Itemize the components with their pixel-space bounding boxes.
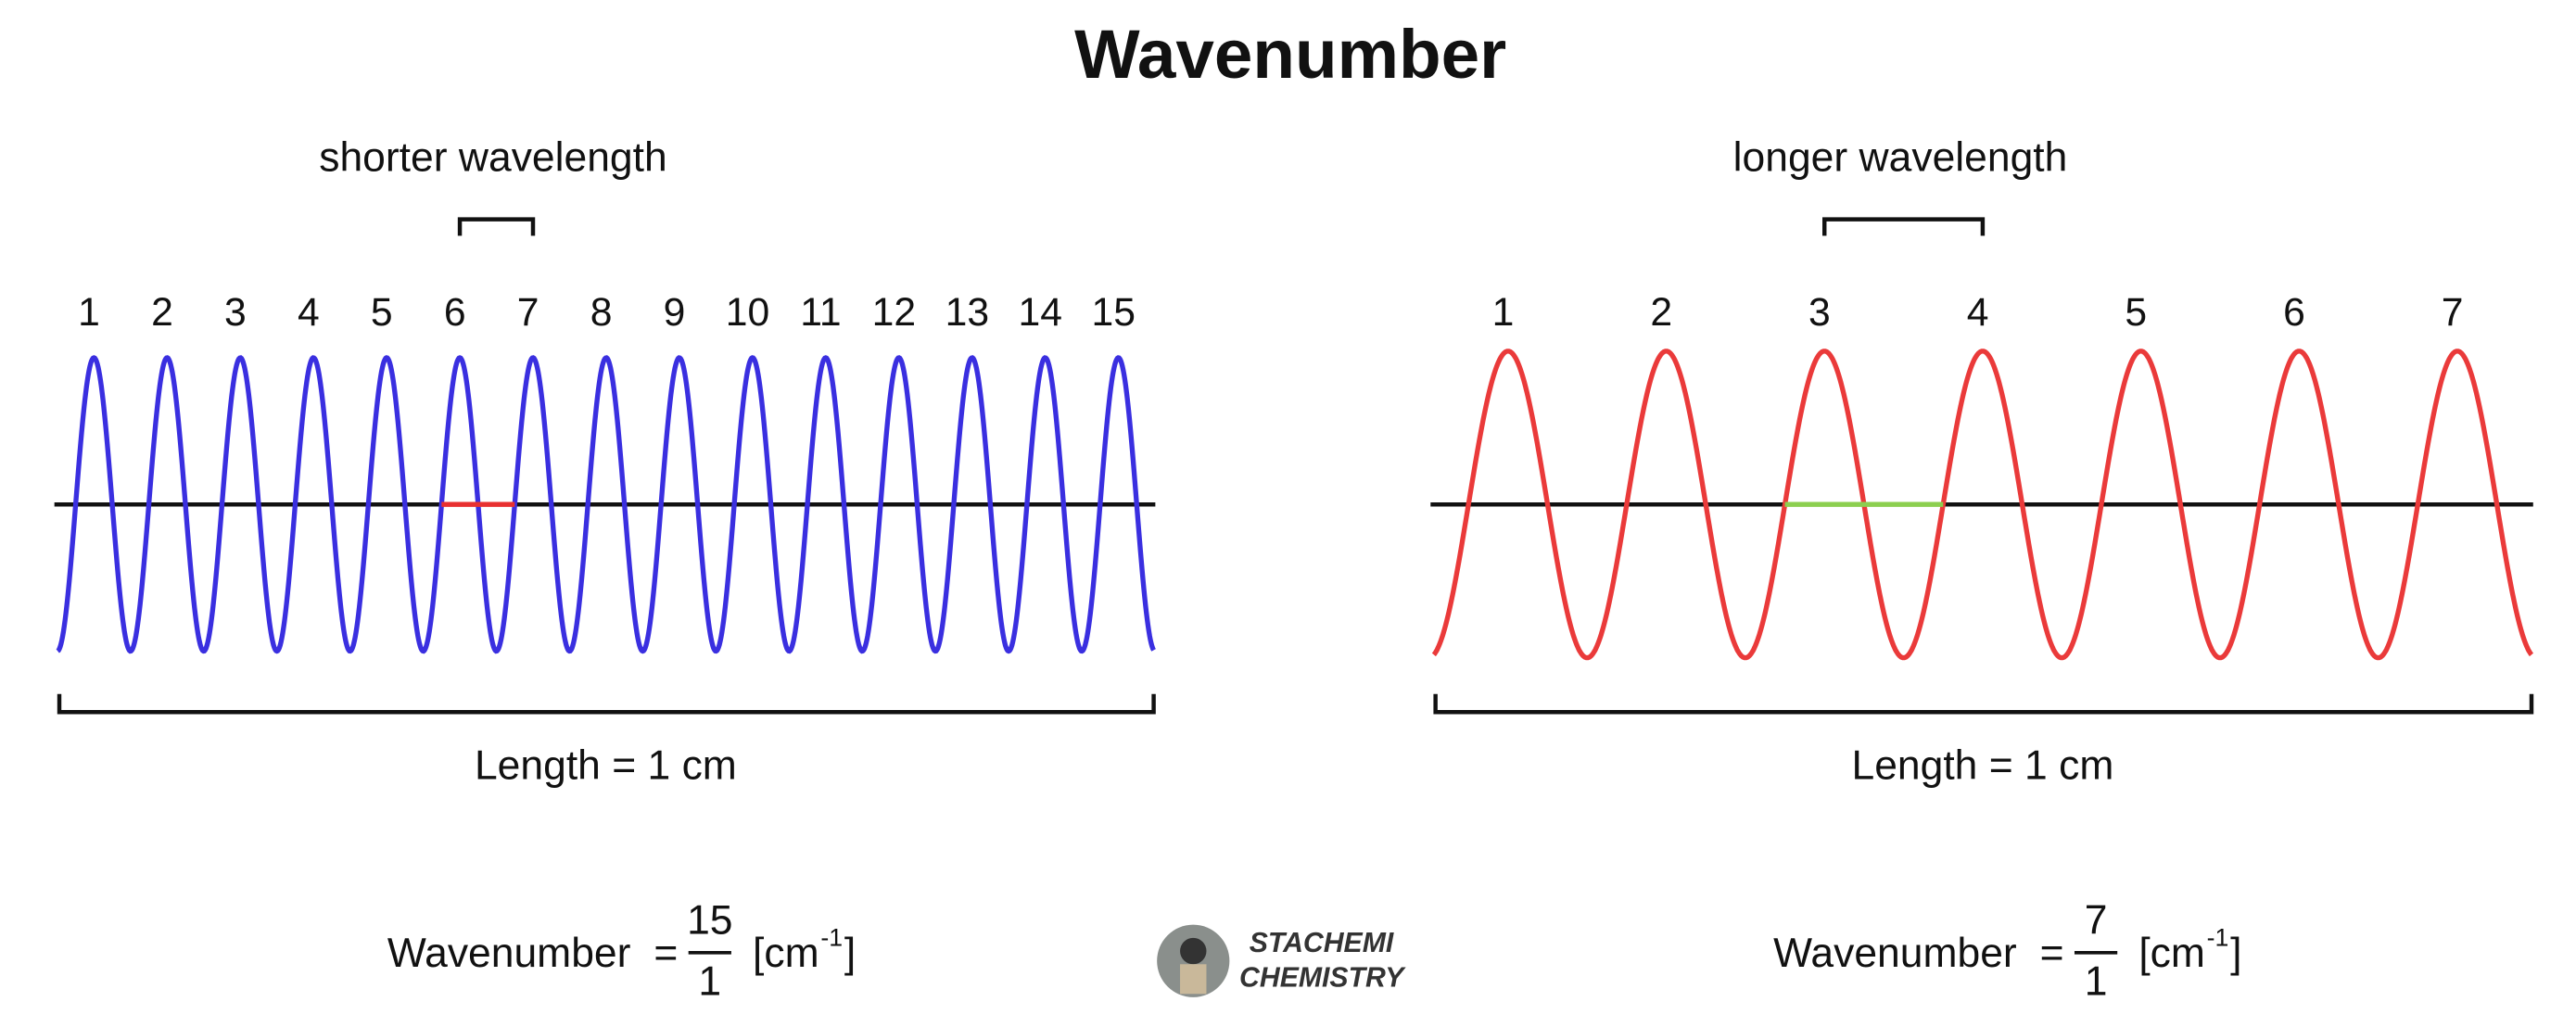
formula-equals: = <box>654 931 678 976</box>
title: Wavenumber <box>1074 15 1506 93</box>
peak-label: 5 <box>2125 290 2147 335</box>
peak-label: 10 <box>726 290 769 335</box>
logo: STACHEMI CHEMISTRY <box>1157 924 1406 997</box>
length-label: Length = 1 cm <box>1851 742 2113 788</box>
unit: [cm <box>753 931 819 976</box>
wave <box>1431 349 2534 661</box>
logo-text: CHEMISTRY <box>1239 962 1406 993</box>
logo-icon <box>1180 964 1207 995</box>
unit-exponent: -1 <box>2207 924 2229 952</box>
formula-equals: = <box>2040 931 2064 976</box>
peak-label: 6 <box>2283 290 2305 335</box>
peak-label: 5 <box>371 290 393 335</box>
unit-close: ] <box>844 931 856 976</box>
bracket <box>457 217 536 236</box>
formula-label: Wavenumber <box>1773 931 2017 976</box>
peak-label: 2 <box>151 290 173 335</box>
peak-label: 9 <box>664 290 686 335</box>
caption: longer wavelength <box>1733 134 2068 180</box>
length-label: Length = 1 cm <box>475 742 737 788</box>
peak-label: 1 <box>78 290 100 335</box>
unit-close: ] <box>2230 931 2241 976</box>
peak-label: 2 <box>1650 290 1672 335</box>
numerator: 7 <box>2085 898 2108 944</box>
unit-exponent: -1 <box>820 924 843 952</box>
bracket <box>1433 693 2534 715</box>
peak-label: 14 <box>1019 290 1062 335</box>
peak-label: 7 <box>2442 290 2464 335</box>
peak-label: 13 <box>945 290 989 335</box>
peak-label: 6 <box>444 290 466 335</box>
logo-text: STACHEMI <box>1250 928 1394 958</box>
peak-label: 12 <box>872 290 916 335</box>
wave <box>56 355 1156 654</box>
denominator: 1 <box>698 958 721 1004</box>
peak-label: 4 <box>298 290 320 335</box>
numerator: 15 <box>687 898 732 944</box>
logo-icon <box>1180 937 1207 965</box>
bracket <box>1822 217 1986 236</box>
peak-label: 1 <box>1492 290 1515 335</box>
bracket <box>57 693 1156 715</box>
peak-label: 11 <box>800 290 841 335</box>
peak-label: 15 <box>1091 290 1135 335</box>
denominator: 1 <box>2085 958 2108 1004</box>
peak-label: 3 <box>1808 290 1831 335</box>
peak-label: 7 <box>517 290 539 335</box>
peak-label: 8 <box>590 290 613 335</box>
unit: [cm <box>2138 931 2205 976</box>
peak-label: 4 <box>1967 290 1989 335</box>
peak-label: 3 <box>224 290 247 335</box>
formula-label: Wavenumber <box>387 931 631 976</box>
caption: shorter wavelength <box>319 134 666 180</box>
